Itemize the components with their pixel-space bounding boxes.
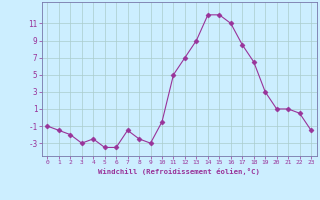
X-axis label: Windchill (Refroidissement éolien,°C): Windchill (Refroidissement éolien,°C) — [98, 168, 260, 175]
